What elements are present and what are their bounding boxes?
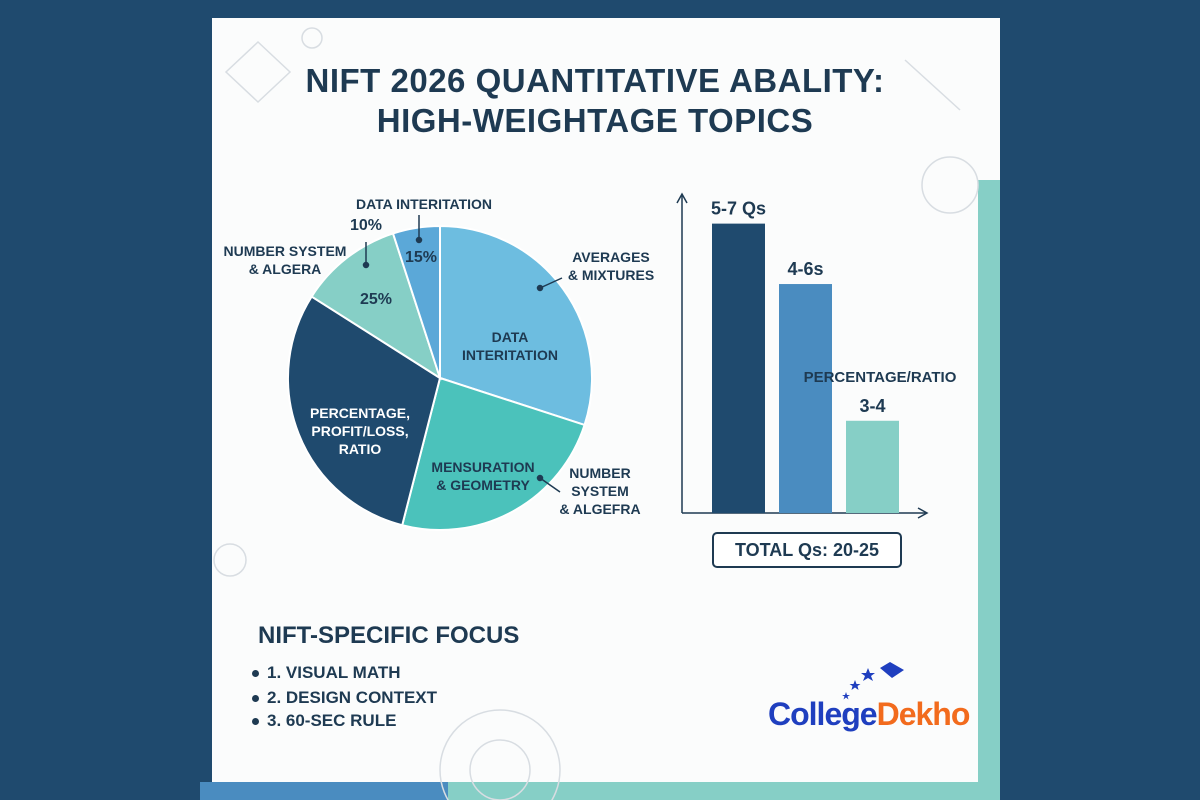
- pie-slice-2: [400, 376, 586, 531]
- pie-slice-5: [391, 224, 441, 379]
- bar-label-1: 5-7 Qs: [711, 199, 766, 219]
- focus-item-text: 2. DESIGN CONTEXT: [267, 688, 438, 707]
- title-line-1: NIFT 2026 QUANTITATIVE ABALITY:: [305, 62, 885, 99]
- collegedekho-logo: CollegeDekho: [768, 696, 970, 732]
- callout-averages: AVERAGES & MIXTURES: [568, 249, 654, 283]
- x-axis-arrow-icon: [917, 507, 929, 519]
- graduation-cap-icon: [880, 662, 904, 678]
- pie-inner-15: 15%: [405, 249, 437, 266]
- bullet-icon: [252, 718, 259, 726]
- bar-2: [779, 284, 832, 513]
- pie-slice-3: [287, 295, 442, 527]
- focus-item-text: 1. VISUAL MATH: [267, 663, 401, 682]
- focus-item: 3. 60-SEC RULE: [252, 711, 396, 731]
- pie-label-data-1: DATA INTERITATION: [462, 329, 558, 363]
- y-axis-arrow-icon: [676, 192, 688, 204]
- circle-sketch-icon: [301, 27, 323, 49]
- star-icon: [849, 680, 861, 690]
- circle-sketch-icon: [213, 543, 247, 577]
- arc-sketch-icon: [439, 709, 561, 800]
- bar-1: [712, 223, 765, 513]
- focus-item-text: 3. 60-SEC RULE: [267, 711, 397, 730]
- bar-3: [846, 420, 899, 513]
- callout-data-interitation: DATA INTERITATION: [356, 196, 492, 212]
- pie-label-percentage: PERCENTAGE, PROFIT/LOSS, RATIO: [310, 405, 410, 457]
- callout-number-system-left: NUMBER SYSTEM & ALGERA: [224, 243, 347, 277]
- top-border: [200, 0, 1000, 18]
- diamond-sketch-icon: [224, 40, 292, 104]
- focus-item: 2. DESIGN CONTEXT: [252, 688, 437, 708]
- title-line-2: HIGH-WEIGHTAGE TOPICS: [376, 102, 814, 139]
- pie-slice-4: [310, 232, 442, 381]
- pie-inner-25: 25%: [360, 291, 392, 308]
- pie-label-mensuration: MENSURATION & GEOMETRY: [431, 459, 534, 493]
- bullet-icon: [252, 670, 259, 678]
- left-border: [200, 0, 212, 800]
- bar-annotation: PERCENTAGE/RATIO: [804, 369, 957, 386]
- total-questions-box: TOTAL Qs: 20-25: [712, 532, 902, 568]
- bar-label-3: 3-4: [859, 396, 885, 416]
- pie-slice-1: [439, 224, 593, 427]
- right-accent-bar: [978, 180, 1000, 800]
- bullet-icon: [252, 695, 259, 703]
- star-icon: [842, 692, 850, 700]
- callout-10-percent: 10%: [350, 217, 382, 234]
- arc-sketch-icon: [469, 739, 531, 800]
- compass-sketch-icon: [921, 156, 979, 214]
- ruler-sketch-icon: [904, 59, 961, 111]
- star-icon: [861, 668, 875, 681]
- focus-item: 1. VISUAL MATH: [252, 663, 401, 683]
- bottom-accent-right: [448, 782, 1000, 800]
- callout-number-system-right: NUMBER SYSTEM & ALGEFRA: [559, 465, 640, 517]
- bar-label-2: 4-6s: [787, 259, 823, 279]
- bottom-accent-left: [200, 782, 448, 800]
- focus-title: NIFT-SPECIFIC FOCUS: [258, 622, 520, 649]
